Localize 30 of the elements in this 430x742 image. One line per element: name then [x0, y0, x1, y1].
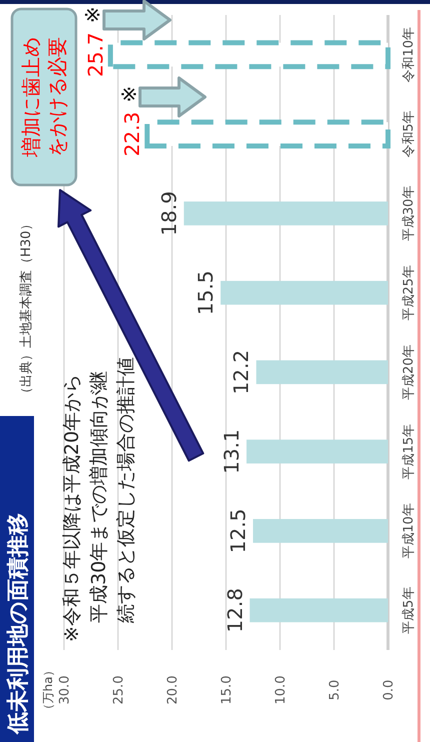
x-tick-label: 0.0	[382, 680, 397, 700]
data-label: 12.5	[226, 508, 250, 554]
data-label: 12.2	[229, 350, 254, 394]
text: 低未利用地の面積推移	[6, 513, 31, 735]
data-label: 15.5	[194, 270, 218, 316]
annotation: ※	[80, 6, 104, 24]
y-tick-label: 平成15年	[402, 424, 417, 480]
y-tick-label: 令和10年	[402, 26, 417, 82]
x-tick-label: 15.0	[220, 676, 235, 704]
x-tick-label: 25.0	[112, 676, 127, 704]
x-tick-label: 30.0	[58, 676, 73, 704]
annotation: ※	[117, 86, 142, 102]
y-tick-label: 平成5年	[402, 586, 417, 634]
data-label: 25.7	[83, 32, 108, 77]
data-label: 22.3	[120, 112, 144, 156]
y-tick-label: 平成10年	[402, 503, 417, 559]
annotation: ※令和５年以降は平成20年から平成30年までの増加傾向が継続すると仮定した場合の推計値	[61, 357, 137, 642]
x-tick-label: 20.0	[166, 676, 181, 704]
y-tick-label: 平成25年	[402, 265, 417, 321]
y-tick-label: 平成20年	[402, 344, 417, 400]
x-tick-label: 10.0	[274, 676, 289, 704]
x-tick-label: 5.0	[328, 680, 343, 700]
data-label: 13.1	[220, 429, 244, 474]
y-tick-label: 平成30年	[402, 186, 417, 242]
text: （出典）土地基本調査（H30）	[19, 218, 34, 400]
data-label: 12.8	[222, 588, 247, 633]
annotation: 増加に歯止めをかける必要	[19, 37, 69, 158]
y-tick-label: 令和5年	[402, 110, 417, 158]
data-label: 18.9	[156, 191, 181, 236]
text: （万ha）	[41, 664, 55, 716]
